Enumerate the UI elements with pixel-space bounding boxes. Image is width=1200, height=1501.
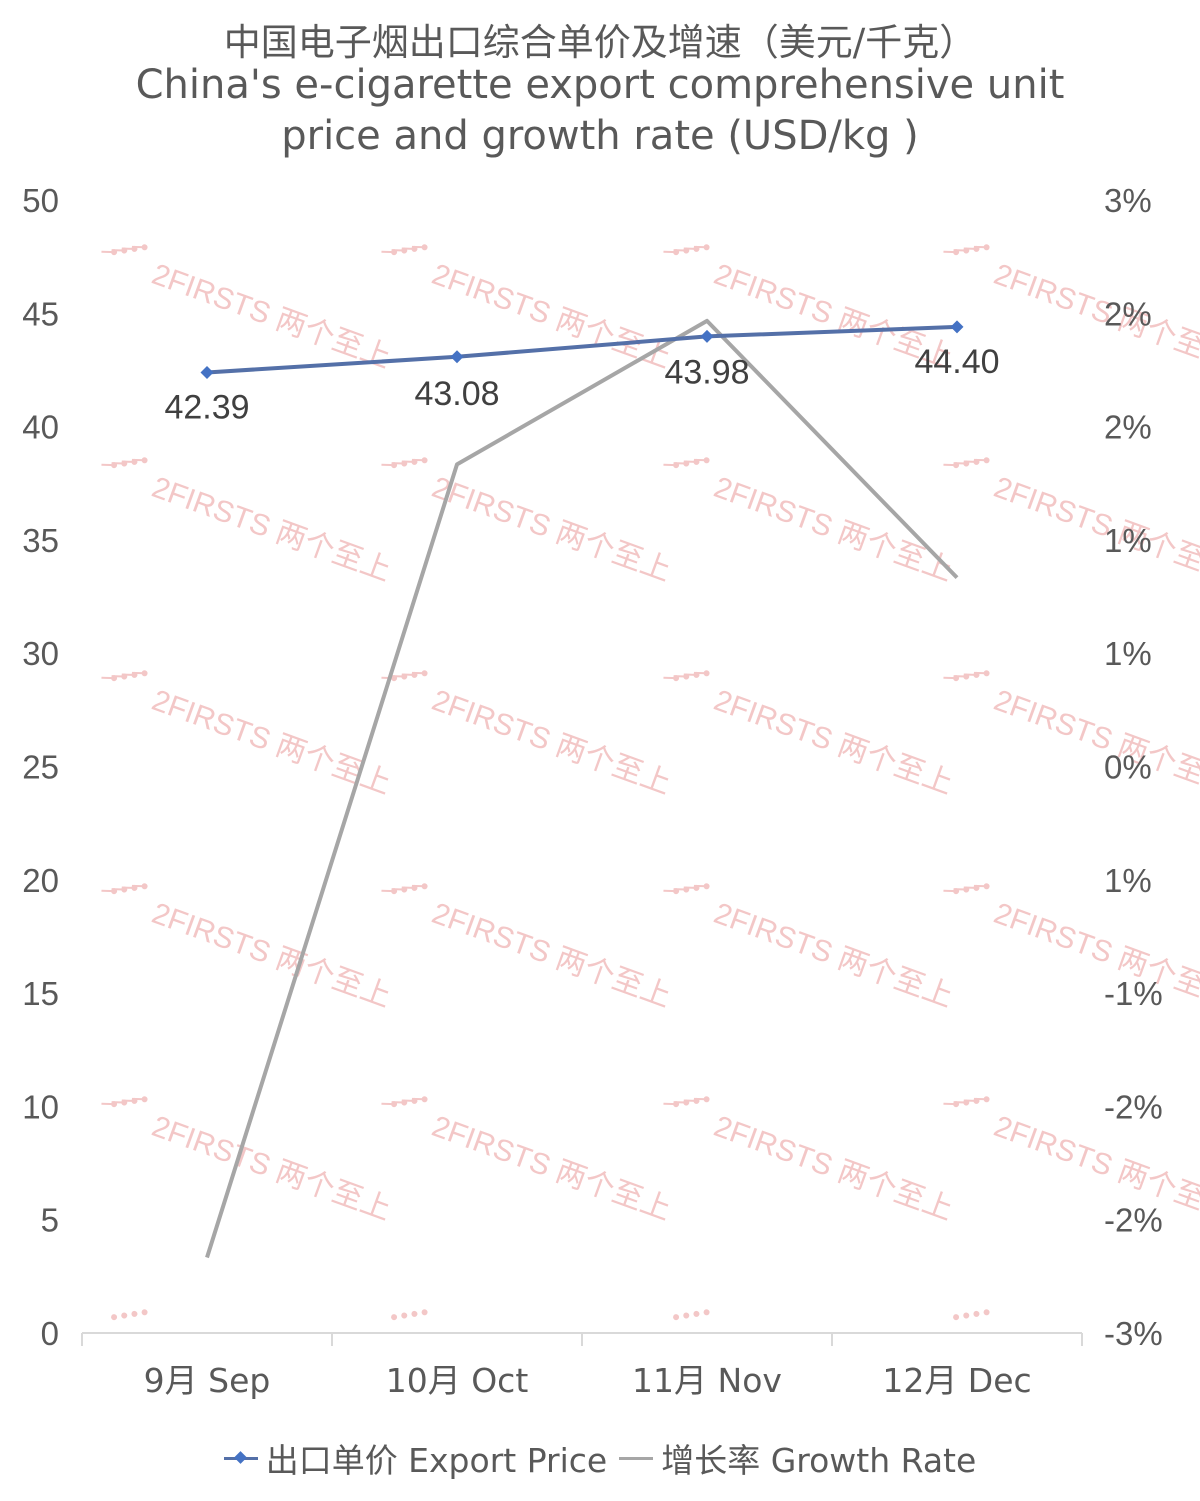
svg-text:2FIRSTS 两个至上: 2FIRSTS 两个至上 xyxy=(428,1110,676,1227)
svg-text:2FIRSTS 两个至上: 2FIRSTS 两个至上 xyxy=(428,897,676,1014)
watermark-4-2: 2FIRSTS 两个至上 xyxy=(663,1096,958,1227)
export-price-line xyxy=(206,324,958,375)
watermark-4-0: 2FIRSTS 两个至上 xyxy=(101,1096,396,1227)
x-tick-label: 10月 Oct xyxy=(386,1361,529,1400)
y-left-tick-label: 50 xyxy=(22,182,59,219)
svg-text:2FIRSTS 两个至上: 2FIRSTS 两个至上 xyxy=(148,471,396,588)
svg-text:2FIRSTS 两个至上: 2FIRSTS 两个至上 xyxy=(990,1110,1200,1227)
watermark-layer: 2FIRSTS 两个至上 2FIRSTS 两个至上 2FIRSTS 两个至上 2FIR… xyxy=(101,244,1200,1321)
svg-text:2FIRSTS 两个至上: 2FIRSTS 两个至上 xyxy=(148,258,396,375)
export-price-point xyxy=(950,320,964,334)
watermark-2-3: 2FIRSTS 两个至上 xyxy=(943,670,1200,801)
export-price-point xyxy=(700,329,714,343)
series-layer: 42.39 43.08 43.98 44.40 xyxy=(164,318,1000,1259)
export-price-point xyxy=(200,365,214,379)
y-left-tick-label: 15 xyxy=(22,975,59,1012)
y-left-tick-label: 25 xyxy=(22,749,59,786)
watermark-2-2: 2FIRSTS 两个至上 xyxy=(663,670,958,801)
svg-text:2FIRSTS 两个至上: 2FIRSTS 两个至上 xyxy=(148,897,396,1014)
y-left-tick-label: 10 xyxy=(22,1088,59,1125)
watermark-4-1: 2FIRSTS 两个至上 xyxy=(381,1096,676,1227)
svg-text:2FIRSTS 两个至上: 2FIRSTS 两个至上 xyxy=(710,684,958,801)
watermark-3-1: 2FIRSTS 两个至上 xyxy=(381,883,676,1014)
y-left-tick-label: 20 xyxy=(22,862,59,899)
y-left-tick-label: 45 xyxy=(22,295,59,332)
export-price-data-label: 42.39 xyxy=(164,388,249,426)
legend: 出口单价 Export Price 增长率 Growth Rate xyxy=(0,1434,1200,1482)
export-price-data-label: 43.08 xyxy=(414,375,499,413)
svg-text:2FIRSTS 两个至上: 2FIRSTS 两个至上 xyxy=(148,1110,396,1227)
export-price-swatch-icon xyxy=(223,1451,258,1465)
watermark-bottom-2 xyxy=(673,1309,710,1321)
y-left-tick-label: 5 xyxy=(41,1202,59,1239)
y-right-tick-label: 3% xyxy=(1104,182,1152,219)
watermark-bottom-0 xyxy=(111,1309,148,1321)
watermark-2-1: 2FIRSTS 两个至上 xyxy=(381,670,676,801)
y-right-tick-label: 2% xyxy=(1104,295,1152,332)
y-right-tick-label: -2% xyxy=(1104,1202,1163,1239)
growth-rate-swatch-icon xyxy=(619,1451,654,1465)
watermark-3-2: 2FIRSTS 两个至上 xyxy=(663,883,958,1014)
legend-item-export-price: 出口单价 Export Price xyxy=(223,1434,608,1482)
watermark-1-2: 2FIRSTS 两个至上 xyxy=(663,457,958,588)
y-right-tick-label: -1% xyxy=(1104,975,1163,1012)
watermark-2-0: 2FIRSTS 两个至上 xyxy=(101,670,395,801)
svg-text:2FIRSTS 两个至上: 2FIRSTS 两个至上 xyxy=(990,684,1200,801)
export-price-data-label: 44.40 xyxy=(914,343,999,381)
svg-text:2FIRSTS 两个至上: 2FIRSTS 两个至上 xyxy=(710,1110,958,1227)
svg-text:2FIRSTS 两个至上: 2FIRSTS 两个至上 xyxy=(428,684,676,801)
y-left-tick-label: 35 xyxy=(22,522,59,559)
y-right-tick-label: 1% xyxy=(1104,522,1152,559)
y-right-tick-label: -3% xyxy=(1104,1315,1163,1352)
watermark-bottom-3 xyxy=(953,1309,990,1321)
x-tick-label: 12月 Dec xyxy=(882,1361,1031,1400)
watermark-1-3: 2FIRSTS 两个至上 xyxy=(943,457,1200,588)
legend-label-growth-rate: 增长率 Growth Rate xyxy=(661,1441,977,1480)
y-left-tick-label: 40 xyxy=(22,409,59,446)
svg-text:2FIRSTS 两个至上: 2FIRSTS 两个至上 xyxy=(710,471,958,588)
svg-text:2FIRSTS 两个至上: 2FIRSTS 两个至上 xyxy=(428,471,676,588)
y-left-tick-label: 0 xyxy=(41,1315,59,1352)
chart-title-english-line-1: China's e-cigarette export comprehensive… xyxy=(135,62,1065,108)
svg-text:2FIRSTS 两个至上: 2FIRSTS 两个至上 xyxy=(990,471,1200,588)
svg-text:2FIRSTS 两个至上: 2FIRSTS 两个至上 xyxy=(710,897,958,1014)
watermark-3-0: 2FIRSTS 两个至上 xyxy=(101,883,396,1014)
y-right-tick-label: -2% xyxy=(1104,1088,1163,1125)
svg-text:2FIRSTS 两个至上: 2FIRSTS 两个至上 xyxy=(990,897,1200,1014)
export-price-point xyxy=(450,350,464,364)
watermark-1-1: 2FIRSTS 两个至上 xyxy=(381,457,676,588)
watermark-0-0: 2FIRSTS 两个至上 xyxy=(101,244,396,375)
legend-label-export-price: 出口单价 Export Price xyxy=(265,1441,608,1480)
growth-rate-line xyxy=(205,318,959,1259)
svg-text:2FIRSTS 两个至上: 2FIRSTS 两个至上 xyxy=(990,258,1200,375)
axes: 9月 Sep 10月 Oct 11月 Nov 12月 Dec 0 5 10 15 20 25 30 3… xyxy=(22,182,1162,1400)
y-right-tick-label: 1% xyxy=(1104,635,1152,672)
chart-title-chinese: 中国电子烟出口综合单价及增速（美元/千克） xyxy=(223,21,977,64)
export-price-data-label: 43.98 xyxy=(664,353,749,391)
legend-item-growth-rate: 增长率 Growth Rate xyxy=(619,1434,976,1482)
watermark-1-0: 2FIRSTS 两个至上 xyxy=(101,457,396,588)
y-right-tick-label: 0% xyxy=(1104,749,1152,786)
y-left-tick-label: 30 xyxy=(22,635,59,672)
x-tick-label: 9月 Sep xyxy=(144,1361,271,1400)
y-right-tick-label: 1% xyxy=(1104,862,1152,899)
x-tick-label: 11月 Nov xyxy=(632,1361,782,1400)
watermark-bottom-1 xyxy=(391,1309,428,1321)
y-right-tick-label: 2% xyxy=(1104,409,1152,446)
chart-title-english-line-2: price and growth rate (USD/kg ) xyxy=(281,113,919,159)
watermark-0-1: 2FIRSTS 两个至上 xyxy=(381,244,675,375)
